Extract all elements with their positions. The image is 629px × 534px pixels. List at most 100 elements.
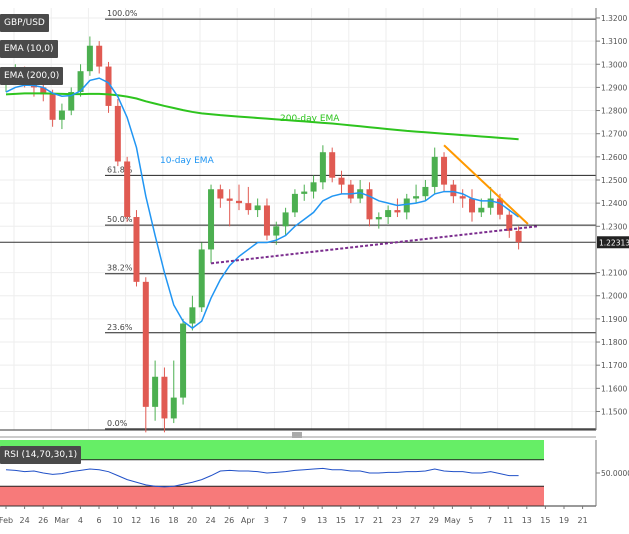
candle-bull (431, 156, 438, 187)
price-tick-label: 1.3000 (601, 60, 627, 69)
rsi-label[interactable]: RSI (14,70,30,1) (0, 446, 82, 464)
candle-bear (469, 198, 475, 213)
candle-bear (450, 184, 457, 197)
candle-bull (357, 189, 364, 199)
date-tick-label: 21 (578, 516, 588, 525)
rsi-line (5, 467, 519, 488)
date-tick-label: 21 (373, 516, 383, 525)
candle-bull (208, 189, 215, 250)
date-tick-label: Mar (54, 516, 70, 525)
price-tick-label: 1.3100 (601, 37, 627, 46)
candle-bull (189, 307, 196, 324)
candle-bull (282, 212, 289, 227)
candle-bear (49, 94, 56, 120)
rsi-overbought-zone (0, 440, 544, 460)
candle-bull (291, 193, 298, 213)
date-tick-label: 26 (224, 516, 234, 525)
ema-lines (5, 77, 520, 330)
price-axis: 1.3200 1.3100 1.3000 1.2900 1.2800 1.2700 1.26… (595, 0, 629, 534)
price-tick-label: 1.2100 (601, 269, 627, 278)
candles (3, 36, 522, 433)
candle-bull (198, 249, 205, 308)
candle-bear (347, 184, 354, 199)
fib-label: 61.8% (107, 165, 133, 174)
candle-bear (40, 87, 47, 95)
axis-background (596, 0, 629, 534)
date-axis: Feb 24 26 Mar 4 6 10 12 16 18 20 24 26 Apr 3 7 9 13 15 17 21… (0, 506, 588, 525)
price-tick-label: 1.1500 (601, 407, 627, 416)
candle-bull (319, 152, 326, 183)
date-tick-label: 3 (264, 516, 269, 525)
ema200-line (5, 92, 519, 141)
price-tick-label: 1.1900 (601, 315, 627, 324)
price-tick-label: 1.2700 (601, 130, 627, 139)
candle-bear (124, 161, 131, 218)
date-tick-label: May (444, 516, 461, 525)
date-tick-label: 7 (487, 516, 492, 525)
candle-bull (58, 110, 65, 120)
candle-bear (459, 196, 466, 199)
candle-bear (161, 376, 168, 419)
date-tick-label: 11 (503, 516, 513, 525)
candle-bull (68, 92, 75, 111)
candle-bull (301, 191, 308, 194)
date-tick-label: 23 (392, 516, 402, 525)
price-tick-label: 1.1700 (601, 361, 627, 370)
price-tick-label: 1.2600 (601, 153, 627, 162)
trend-lines (210, 144, 538, 265)
candle-bull (310, 182, 317, 192)
candle-bull (180, 323, 187, 398)
date-tick-label: 17 (354, 516, 364, 525)
candle-bull (487, 198, 494, 208)
candle-bull (77, 71, 84, 93)
price-tick-label: 1.2000 (601, 292, 627, 301)
date-tick-label: 9 (301, 516, 306, 525)
candle-bear (133, 217, 140, 282)
candle-bear (441, 156, 448, 185)
candle-bear (96, 45, 103, 67)
symbol-label[interactable]: GBP/USD (0, 14, 49, 32)
date-tick-label: 27 (410, 516, 420, 525)
current-price-badge (597, 236, 629, 249)
date-tick-label: 18 (168, 516, 178, 525)
candle-bear (506, 214, 513, 231)
candle-bull (385, 210, 392, 218)
price-tick-label: 1.1800 (601, 338, 627, 347)
date-tick-label: 20 (187, 516, 197, 525)
candle-bear (217, 189, 224, 199)
date-tick-label: 24 (20, 516, 30, 525)
candle-bear (226, 198, 233, 201)
candle-bull (254, 205, 261, 211)
price-tick-label: 1.3200 (601, 14, 627, 23)
date-tick-label: 16 (150, 516, 160, 525)
price-tick-label: 1.2500 (601, 176, 627, 185)
candle-bear (263, 205, 270, 236)
date-tick-label: 7 (282, 516, 287, 525)
candle-bear (515, 230, 522, 243)
date-tick-label: 26 (38, 516, 48, 525)
main-grid (0, 8, 596, 431)
candle-bull (413, 196, 420, 199)
fib-label: 50.0% (107, 215, 133, 224)
candle-bear (496, 198, 503, 215)
date-tick-label: 19 (559, 516, 569, 525)
resistance-trendline (443, 144, 529, 225)
rsi-oversold-zone (0, 486, 544, 506)
date-tick-label: 5 (468, 516, 473, 525)
panel-divider (0, 432, 596, 438)
candle-bear (245, 203, 252, 211)
candle-bear (114, 105, 121, 162)
candle-bull (403, 198, 410, 213)
ema-fast-label[interactable]: EMA (10,0) (0, 40, 58, 58)
candle-bear (394, 210, 401, 213)
date-tick-label: 13 (317, 516, 327, 525)
fib-label: 23.6% (107, 323, 133, 332)
ema10-line (5, 77, 520, 330)
price-tick-label: 1.2300 (601, 222, 627, 231)
candle-bear (329, 152, 336, 178)
fibonacci-levels: 100.0% 61.8% 50.0% 38.2% 23.6% 0.0% (0, 9, 596, 430)
date-tick-label: 24 (206, 516, 216, 525)
rsi-panel: 50.0000 (0, 440, 629, 507)
ema-slow-label[interactable]: EMA (200,0) (0, 67, 64, 85)
